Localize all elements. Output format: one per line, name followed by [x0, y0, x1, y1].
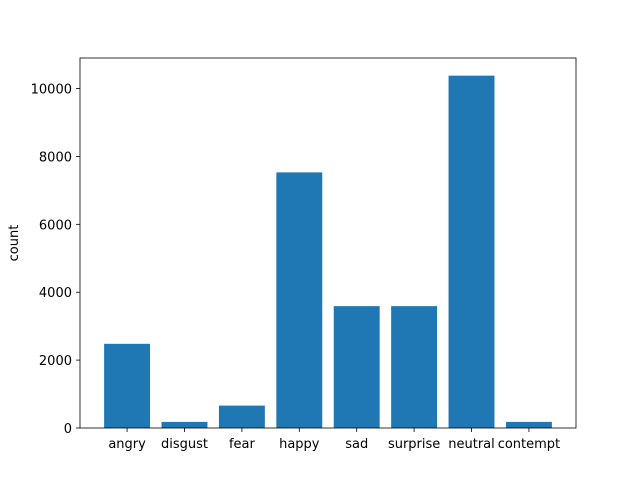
x-tick-label: contempt	[498, 437, 560, 452]
bar-disgust	[161, 421, 208, 428]
bars-group	[104, 75, 552, 429]
y-tick-label: 10000	[31, 83, 72, 98]
y-tick-label: 8000	[39, 150, 72, 165]
x-tick-label: neutral	[448, 437, 495, 452]
x-tick-label: fear	[229, 437, 256, 452]
y-axis-label: count	[7, 225, 22, 262]
bar-fear	[218, 405, 265, 428]
x-tick-label: angry	[108, 437, 146, 452]
x-tick-label: happy	[279, 437, 320, 452]
y-tick-label: 2000	[39, 354, 72, 369]
bar-happy	[276, 172, 323, 428]
bar-angry	[104, 343, 151, 428]
y-tick-label: 0	[64, 422, 72, 437]
x-tick-label: sad	[345, 437, 368, 452]
y-tick-label: 4000	[39, 286, 72, 301]
bar-neutral	[448, 75, 495, 429]
bar-sad	[333, 306, 380, 428]
x-tick-label: surprise	[388, 437, 440, 452]
x-axis: angry disgust fear happy sad surprise neutral c…	[108, 428, 560, 452]
bar-contempt	[505, 421, 552, 428]
x-tick-label: disgust	[161, 437, 208, 452]
y-tick-label: 6000	[39, 218, 72, 233]
plot-frame	[79, 57, 577, 429]
bar-surprise	[391, 306, 438, 428]
y-axis: 0 2000 4000 6000 8000 10000	[31, 83, 80, 437]
